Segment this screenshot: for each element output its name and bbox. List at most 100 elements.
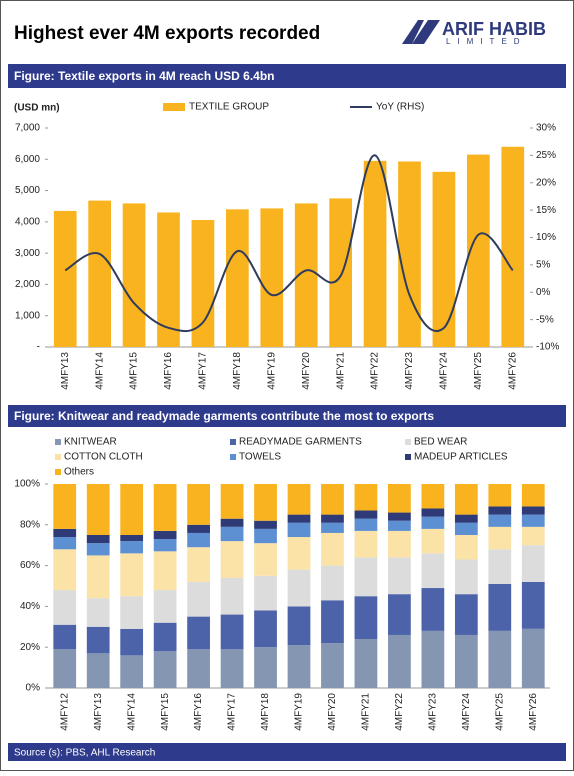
y2-tick-label: 25% [536, 150, 556, 161]
figure-banner [8, 405, 566, 427]
source: Source (s): PBS, AHL Research [14, 748, 155, 759]
bar-segment [86, 598, 110, 627]
bar-segment [86, 543, 110, 556]
bar-segment [120, 553, 144, 597]
legend-swatch [230, 439, 236, 445]
bar-segment [488, 514, 512, 527]
bar-segment [53, 484, 77, 529]
bar-segment [454, 559, 478, 595]
y2-tick-label: 20% [536, 177, 556, 188]
bar [501, 146, 525, 347]
bar-segment [321, 484, 344, 515]
bar-segment [454, 634, 478, 688]
bar-segment [321, 565, 344, 601]
logo-sub: LIMITED [446, 37, 527, 46]
y-tick-label: 7,000 [15, 123, 40, 134]
bar [260, 208, 284, 347]
bar-segment [287, 537, 311, 570]
bar-segment [153, 530, 177, 540]
bar [191, 219, 215, 347]
bar-segment [488, 549, 512, 584]
y2-tick-label: 0% [536, 287, 551, 298]
bar-segment [120, 535, 144, 542]
figure-title: Figure: Knitwear and readymade garments … [14, 409, 434, 423]
bar-segment [86, 653, 110, 688]
bar-segment [220, 526, 244, 542]
bar [225, 209, 249, 347]
bar-segment [488, 484, 512, 507]
y2-tick-label: 30% [536, 123, 556, 134]
bar [53, 210, 77, 347]
bar [329, 198, 353, 347]
bar-segment [521, 628, 545, 688]
x-tick-label: 4MFY24 [461, 693, 472, 731]
y-tick-label: 6,000 [15, 154, 40, 165]
yoy-line [64, 154, 514, 333]
x-tick-label: 4MFY26 [528, 693, 539, 731]
y-tick-label: 40% [20, 601, 40, 612]
x-tick-label: 4MFY20 [327, 693, 338, 731]
bar-segment [153, 551, 177, 591]
bar-segment [187, 649, 210, 688]
bar-segment [421, 484, 445, 509]
bar-segment [254, 484, 277, 521]
figure-banner [8, 64, 566, 88]
bar-segment [53, 649, 77, 688]
bar-segment [53, 528, 77, 538]
y-tick-label: 80% [20, 519, 40, 530]
bar [432, 171, 456, 347]
x-tick-label: 4MFY18 [260, 693, 271, 731]
bar [398, 161, 421, 347]
bar-segment [86, 555, 110, 599]
bar [363, 160, 387, 347]
bar-segment [220, 518, 244, 527]
bar-segment [120, 541, 144, 554]
bar-segment [53, 590, 77, 625]
y2-tick-label: -5% [536, 314, 554, 325]
bar-segment [86, 626, 110, 654]
x-tick-label: 4MFY21 [335, 352, 346, 390]
bar-segment [287, 569, 311, 607]
legend-label: READYMADE GARMENTS [239, 437, 362, 448]
bar-segment [187, 532, 210, 548]
x-tick-label: 4MFY17 [227, 693, 238, 731]
x-tick-label: 4MFY18 [232, 352, 243, 390]
legend-swatch [230, 454, 236, 460]
bar-segment [187, 524, 210, 533]
bar-segment [254, 543, 277, 576]
bar-segment [187, 547, 210, 582]
bar-segment [354, 484, 378, 511]
bar-segment [220, 649, 244, 688]
bar-segment [287, 645, 311, 688]
bar-segment [153, 622, 177, 652]
bar-segment [354, 530, 378, 558]
x-tick-label: 4MFY23 [428, 693, 439, 731]
bar-segment [120, 596, 144, 629]
legend-swatch [405, 454, 411, 460]
legend-swatch [55, 439, 61, 445]
logo-name: ARIF HABIB [442, 19, 546, 39]
bar-segment [287, 606, 311, 646]
y-tick-label: 4,000 [15, 216, 40, 227]
bar-segment [521, 545, 545, 582]
x-tick-label: 4MFY22 [370, 352, 381, 390]
y2-tick-label: -10% [536, 342, 559, 353]
y-tick-label: 20% [20, 642, 40, 653]
y-tick-label: 1,000 [15, 310, 40, 321]
bar-segment [287, 484, 311, 515]
x-tick-label: 4MFY15 [160, 693, 171, 731]
bar-segment [220, 541, 244, 578]
bar-segment [321, 643, 344, 688]
bar [122, 203, 146, 347]
bar-segment [488, 630, 512, 688]
bar-segment [388, 484, 411, 513]
bar-segment [421, 630, 445, 688]
bar-segment [388, 634, 411, 688]
legend-label: BED WEAR [414, 437, 467, 448]
page-title: Highest ever 4M exports recorded [14, 23, 320, 44]
bar-segment [220, 614, 244, 650]
x-tick-label: 4MFY13 [93, 693, 104, 731]
legend-label: COTTON CLOTH [64, 452, 143, 463]
